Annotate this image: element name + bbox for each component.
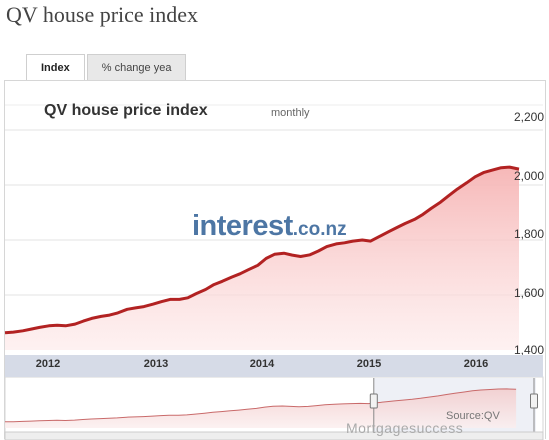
navigator-handle[interactable] xyxy=(530,393,538,409)
navigator-line xyxy=(4,388,517,423)
x-tick-label: 2016 xyxy=(463,358,489,370)
navigator-area xyxy=(5,388,517,428)
x-tick-label: 2014 xyxy=(249,358,275,370)
tab-percent-change[interactable]: % change yea xyxy=(86,54,187,81)
footer-watermark: Mortgagesuccess xyxy=(346,420,464,436)
series-area xyxy=(5,167,519,350)
navigator-handle[interactable] xyxy=(369,393,378,409)
source-label: Source:QV xyxy=(446,410,500,422)
page-title: QV house price index xyxy=(6,2,199,27)
x-tick-label: 2012 xyxy=(35,358,61,370)
y-tick-label: 1,600 xyxy=(513,286,544,300)
y-tick-label: 1,400 xyxy=(513,343,544,357)
x-tick-label: 2015 xyxy=(356,358,382,370)
interest-watermark: interest.co.nz xyxy=(192,210,347,243)
y-tick-label: 2,200 xyxy=(513,110,544,124)
y-tick-label: 2,000 xyxy=(513,169,544,183)
chart-tabs: Index % change yea xyxy=(26,54,188,82)
watermark-main: interest xyxy=(192,210,293,242)
tab-index[interactable]: Index xyxy=(26,54,85,82)
scrollbar-track xyxy=(4,431,544,440)
watermark-tld: .co.nz xyxy=(292,219,347,240)
x-tick-label: 2013 xyxy=(143,358,169,370)
chart-subtitle: monthly xyxy=(271,107,310,119)
chart-title: QV house price index xyxy=(44,102,208,119)
y-tick-label: 1,800 xyxy=(513,227,544,241)
x-axis-band xyxy=(5,355,543,377)
series-line xyxy=(4,165,520,335)
